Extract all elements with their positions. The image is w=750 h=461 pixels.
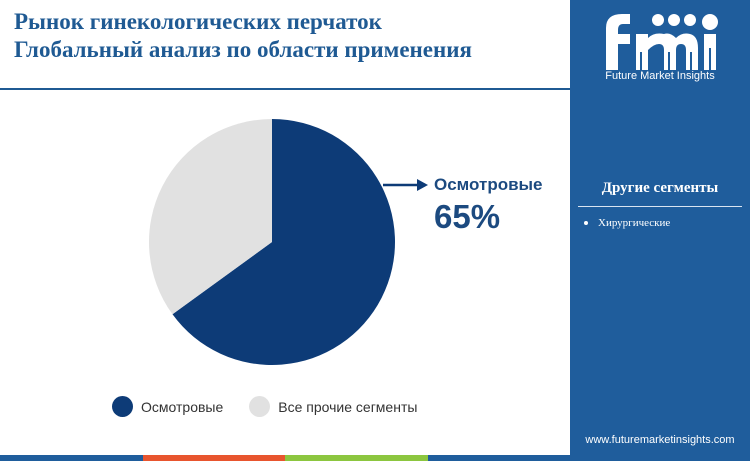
other-segments-list: Хирургические [584,217,670,229]
legend-item-examination: Осмотровые [112,396,223,417]
brand-name: Future Market Insights [605,70,715,82]
legend-item-others: Все прочие сегменты [249,396,417,417]
other-segments-heading: Другие сегменты [601,180,719,196]
legend-swatch-examination [112,396,133,417]
pie-slices [149,119,396,365]
sidebar: Future Market Insights Другие сегменты Х… [570,0,750,461]
fmi-logo [606,14,718,70]
bottom-bar-segment-0 [0,455,143,461]
title-divider [0,88,570,90]
bottom-bar-segment-2 [285,455,428,461]
sidebar-divider [578,206,742,207]
legend-label-examination: Осмотровые [141,398,224,415]
chart-legend: Осмотровые Все прочие сегменты [112,396,443,417]
chart-title: Рынок гинекологических перчаток Глобальн… [14,8,564,64]
title-line-2: Глобальный анализ по области применения [14,37,472,62]
callout-arrow [383,179,428,191]
pie-chart [149,119,428,365]
pie-slice-0 [172,119,396,365]
bottom-bar-segment-1 [142,455,285,461]
pie-slice-1 [149,119,272,315]
bullet-icon [584,221,588,226]
callout-value: 65% [434,198,501,235]
website-link[interactable]: www.futuremarketinsights.com [585,434,735,446]
bottom-bar-segment-3 [427,455,570,461]
legend-swatch-others [249,396,271,417]
legend-label-others: Все прочие сегменты [278,398,418,415]
callout-label: Осмотровые [434,175,543,194]
segment-surgical: Хирургические [598,217,671,229]
title-line-1: Рынок гинекологических перчаток [14,9,382,34]
list-item: Хирургические [584,217,670,229]
bottom-color-bar [0,455,570,461]
